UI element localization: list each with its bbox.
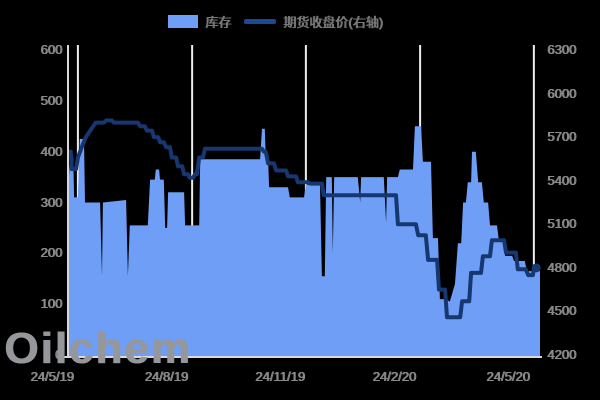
right-axis-tick-label: 5700 <box>547 129 576 145</box>
right-axis-tick-label: 4800 <box>547 259 576 275</box>
left-axis-tick-label: 0 <box>54 347 62 362</box>
x-axis-tick-label: 24/8/19 <box>144 369 188 384</box>
legend-label-futures-price: 期货收盘价(右轴) <box>283 15 383 30</box>
x-axis-tick-label: 24/5/19 <box>30 369 74 384</box>
left-axis-tick-label: 500 <box>40 92 62 108</box>
right-axis-tick-label: 5100 <box>547 216 576 232</box>
area-series-swatch <box>168 15 198 28</box>
legend-item-inventory[interactable]: 库存 <box>168 12 231 31</box>
oilchem-watermark: Oilchem <box>4 324 192 373</box>
line-series-swatch <box>244 19 277 24</box>
right-axis-tick-label: 6300 <box>547 42 576 57</box>
chart-legend: 库存 期货收盘价(右轴) <box>168 12 383 31</box>
right-axis-tick-label: 4500 <box>547 303 576 319</box>
right-axis-tick-label: 6000 <box>547 85 576 101</box>
line-end-dot <box>531 263 541 273</box>
x-axis-tick-label: 24/5/20 <box>486 369 530 384</box>
left-axis-tick-label: 600 <box>40 42 62 57</box>
x-axis-tick-label: 24/2/20 <box>372 369 416 384</box>
left-axis-tick-label: 200 <box>40 245 62 261</box>
right-axis-tick-label: 5400 <box>547 172 576 188</box>
futures-price-line-series <box>68 118 537 320</box>
left-axis-tick-label: 400 <box>40 143 62 159</box>
inventory-area-series <box>68 126 540 357</box>
left-axis-tick-label: 300 <box>40 194 62 210</box>
left-axis-tick-label: 100 <box>40 296 62 312</box>
x-axis-tick-label: 24/11/19 <box>255 369 305 384</box>
legend-item-futures-price[interactable]: 期货收盘价(右轴) <box>244 12 383 31</box>
legend-label-inventory: 库存 <box>205 15 232 30</box>
right-axis-tick-label: 4200 <box>547 347 576 362</box>
